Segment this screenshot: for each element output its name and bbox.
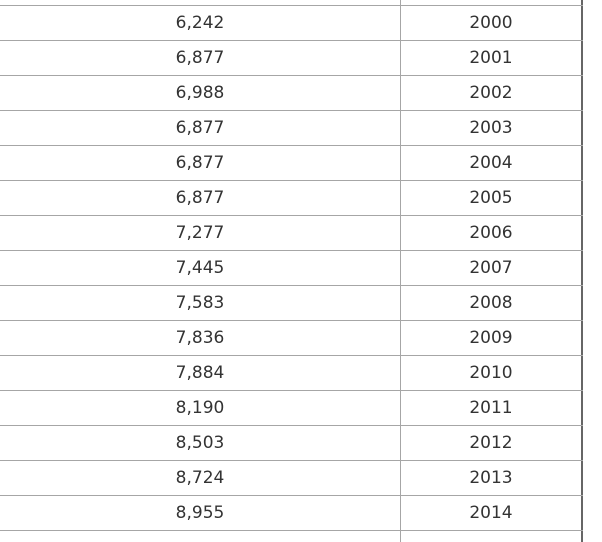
table-row xyxy=(0,530,583,542)
table-row: 7,445 2007 xyxy=(0,250,583,285)
value-cell: 7,884 xyxy=(0,356,401,390)
year-cell: 2011 xyxy=(401,391,583,425)
table-row: 6,877 2005 xyxy=(0,180,583,215)
value-cell: 8,503 xyxy=(0,426,401,460)
year-cell: 2008 xyxy=(401,286,583,320)
year-cell: 2009 xyxy=(401,321,583,355)
value-cell: 7,277 xyxy=(0,216,401,250)
value-cell: 7,583 xyxy=(0,286,401,320)
year-cell: 2003 xyxy=(401,111,583,145)
value-cell: 8,190 xyxy=(0,391,401,425)
table-row: 7,277 2006 xyxy=(0,215,583,250)
table-row: 6,877 2004 xyxy=(0,145,583,180)
empty-cell xyxy=(0,531,401,542)
value-cell: 8,955 xyxy=(0,496,401,530)
year-cell: 2013 xyxy=(401,461,583,495)
value-cell: 7,836 xyxy=(0,321,401,355)
value-cell: 6,988 xyxy=(0,76,401,110)
table-edge xyxy=(400,0,583,5)
year-cell: 2005 xyxy=(401,181,583,215)
year-cell: 2006 xyxy=(401,216,583,250)
table-row: 8,955 2014 xyxy=(0,495,583,530)
year-cell: 2000 xyxy=(401,6,583,40)
table-row: 6,877 2001 xyxy=(0,40,583,75)
table-row: 8,503 2012 xyxy=(0,425,583,460)
table-row: 7,583 2008 xyxy=(0,285,583,320)
table-row: 6,877 2003 xyxy=(0,110,583,145)
value-cell: 6,877 xyxy=(0,146,401,180)
table-row: 7,836 2009 xyxy=(0,320,583,355)
value-cell: 6,877 xyxy=(0,111,401,145)
year-cell: 2007 xyxy=(401,251,583,285)
table-row: 6,988 2002 xyxy=(0,75,583,110)
table-row: 8,724 2013 xyxy=(0,460,583,495)
value-cell: 8,724 xyxy=(0,461,401,495)
table-row: 6,242 2000 xyxy=(0,5,583,40)
value-cell: 6,877 xyxy=(0,181,401,215)
table-row: 7,884 2010 xyxy=(0,355,583,390)
value-cell: 6,242 xyxy=(0,6,401,40)
year-cell: 2004 xyxy=(401,146,583,180)
empty-cell xyxy=(401,531,583,542)
year-cell: 2014 xyxy=(401,496,583,530)
year-cell: 2010 xyxy=(401,356,583,390)
year-cell: 2002 xyxy=(401,76,583,110)
year-cell: 2001 xyxy=(401,41,583,75)
table-row: 8,190 2011 xyxy=(0,390,583,425)
value-cell: 7,445 xyxy=(0,251,401,285)
year-cell: 2012 xyxy=(401,426,583,460)
value-cell: 6,877 xyxy=(0,41,401,75)
